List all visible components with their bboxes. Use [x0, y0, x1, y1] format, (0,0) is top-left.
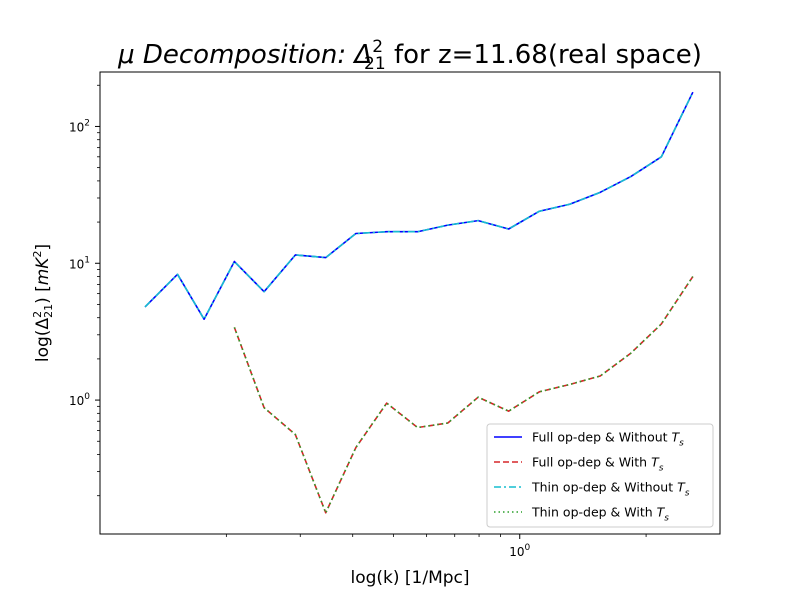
legend-label: Thin op-dep & With Ts [531, 505, 669, 524]
y-axis: 100 101 102 log(Δ221) [mK2] [31, 118, 100, 408]
legend-label: Full op-dep & With Ts [532, 455, 664, 474]
series-layer [144, 91, 694, 514]
x-axis: 100 log(k) [1/Mpc] [350, 534, 531, 588]
legend-entry: Thin op-dep & With Ts [494, 505, 669, 524]
chart-title: μ Decomposition: Δ2 21 for z=11.68(real s… [117, 37, 702, 74]
y-axis-label: log(Δ221) [mK2] [31, 244, 55, 362]
plot-frame [99, 71, 721, 535]
y-tick-label: 100 [69, 392, 90, 408]
series-line-0 [144, 91, 694, 321]
y-tick-label: 101 [69, 255, 90, 271]
y-tick-label: 102 [69, 118, 90, 134]
legend-entry: Thin op-dep & Without Ts [494, 480, 690, 499]
x-axis-label: log(k) [1/Mpc] [350, 568, 469, 588]
legend-label: Thin op-dep & Without Ts [531, 480, 690, 499]
legend: Full op-dep & Without Ts Full op-dep & W… [486, 423, 714, 528]
plot-area [97, 71, 721, 537]
legend-entry: Full op-dep & With Ts [494, 455, 664, 474]
legend-box [486, 423, 714, 528]
legend-label: Full op-dep & Without Ts [532, 430, 684, 449]
legend-entry: Full op-dep & Without Ts [494, 430, 684, 449]
x-tick-label: 100 [509, 543, 530, 559]
series-line-1 [233, 276, 694, 514]
